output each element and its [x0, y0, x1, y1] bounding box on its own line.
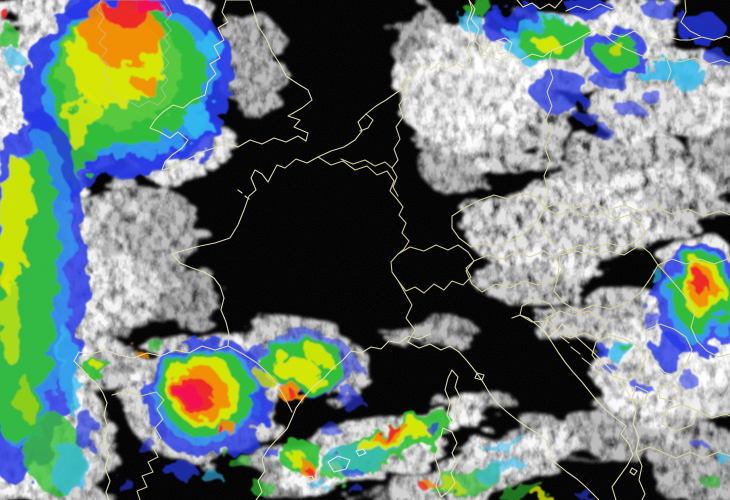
border-france-belgium-germany [317, 156, 410, 255]
border-montenegro [631, 385, 649, 405]
border-portugal-spain [111, 390, 165, 500]
coastline-mallorca [327, 455, 351, 473]
coastline-zuiderzee [359, 113, 374, 132]
coastline-ibiza [305, 475, 315, 483]
coastline-menorca [355, 448, 367, 457]
coastline-croatia-adriatic [561, 323, 631, 397]
coastline-mediterranean-france-spain [255, 333, 431, 500]
coastline-corfu [629, 467, 638, 476]
border-poland-south [544, 201, 730, 217]
coastline-belgium-netherlands-germany [317, 61, 472, 158]
border-switzerland [390, 244, 475, 294]
coastline-ireland [96, 0, 173, 108]
border-bosnia [591, 334, 647, 382]
coastline-elba [474, 372, 485, 381]
coastline-sardinia [434, 427, 458, 498]
border-belarus-stub [665, 56, 672, 86]
coastline-channel-islands [237, 189, 250, 200]
coastline-spain-north-portugal [73, 345, 229, 500]
coastline-baltic-northeast-fragment [565, 2, 624, 12]
coastline-italy-east [511, 314, 634, 500]
coastline-croatian-islands [559, 335, 603, 376]
border-macedonia-bulgaria [697, 410, 730, 419]
border-germany-poland [543, 49, 554, 209]
border-belgium-germany [391, 167, 399, 197]
border-baltic-corner [680, 0, 701, 37]
border-netherlands-germany [340, 69, 415, 169]
coastline-great-britain [149, 0, 313, 171]
coastline-france-north-west [171, 156, 319, 347]
coastline-corsica [444, 369, 461, 425]
border-france-italy [398, 281, 416, 343]
coastline-istria [542, 319, 563, 338]
border-romania-west-south [657, 264, 730, 358]
coastline-jutland-west [466, 0, 473, 63]
border-croatia-inland [545, 310, 607, 339]
coastline-italy-west [407, 341, 600, 500]
border-kosovo [657, 382, 681, 402]
border-slovakia [537, 207, 647, 252]
border-pyrenees [227, 345, 293, 413]
border-romania-north [657, 258, 730, 266]
border-macedonia [661, 403, 699, 432]
coastline-danish-isles [478, 37, 513, 57]
border-albania-greece [635, 446, 730, 459]
border-serbia [645, 323, 693, 378]
border-austria [465, 250, 564, 293]
border-layer [73, 0, 730, 500]
border-hungary [553, 244, 659, 312]
coastline-sweden-fragment [516, 0, 563, 10]
